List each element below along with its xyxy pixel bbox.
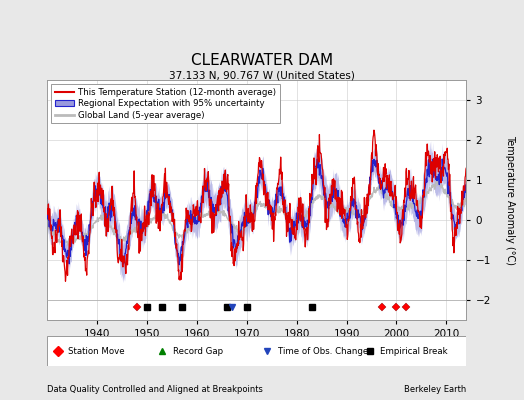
Text: 37.133 N, 90.767 W (United States): 37.133 N, 90.767 W (United States)	[169, 70, 355, 80]
Legend: This Temperature Station (12-month average), Regional Expectation with 95% uncer: This Temperature Station (12-month avera…	[51, 84, 280, 123]
Text: Data Quality Controlled and Aligned at Breakpoints: Data Quality Controlled and Aligned at B…	[47, 385, 263, 394]
Text: Record Gap: Record Gap	[173, 346, 223, 356]
Text: CLEARWATER DAM: CLEARWATER DAM	[191, 53, 333, 68]
Text: Time of Obs. Change: Time of Obs. Change	[278, 346, 368, 356]
Y-axis label: Temperature Anomaly (°C): Temperature Anomaly (°C)	[505, 135, 515, 265]
Text: Berkeley Earth: Berkeley Earth	[404, 385, 466, 394]
Text: Station Move: Station Move	[68, 346, 125, 356]
FancyBboxPatch shape	[47, 336, 466, 366]
Text: Empirical Break: Empirical Break	[380, 346, 448, 356]
